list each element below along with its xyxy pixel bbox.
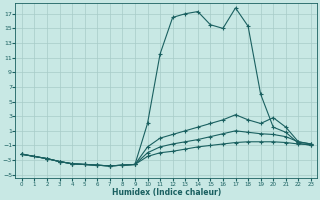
- X-axis label: Humidex (Indice chaleur): Humidex (Indice chaleur): [112, 188, 221, 197]
